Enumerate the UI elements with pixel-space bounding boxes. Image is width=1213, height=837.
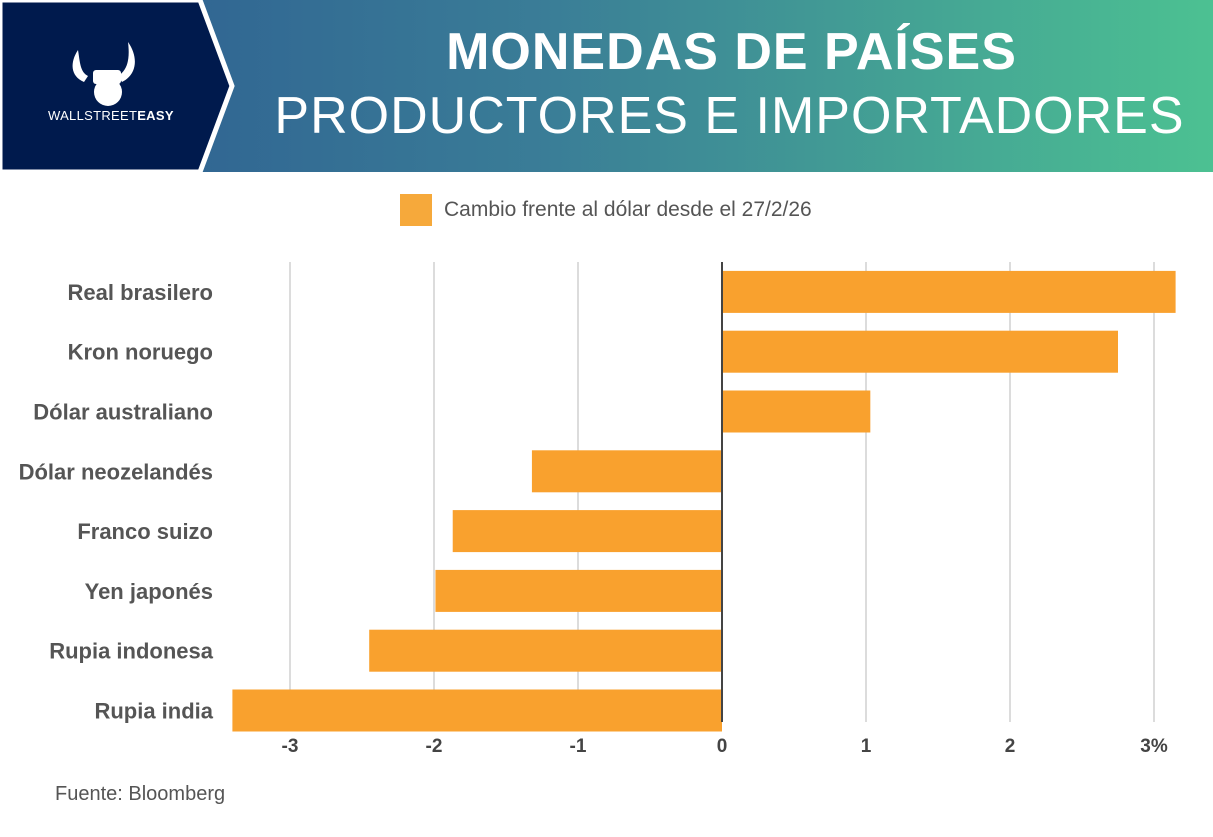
logo-shape <box>0 0 235 175</box>
bar <box>369 629 722 672</box>
category-label: Rupia indonesa <box>49 639 214 664</box>
tick-label: -2 <box>426 736 443 757</box>
tick-label: 2 <box>1005 736 1016 757</box>
legend-label: Cambio frente al dólar desde el 27/2/26 <box>444 198 812 221</box>
logo-text-bold: EASY <box>137 108 174 123</box>
legend: Cambio frente al dólar desde el 27/2/26 <box>400 194 812 226</box>
bar <box>452 510 722 553</box>
category-label: Franco suizo <box>77 519 213 544</box>
bar <box>722 330 1118 373</box>
legend-swatch <box>400 194 432 226</box>
category-label: Dólar neozelandés <box>19 459 213 484</box>
tick-label: 3% <box>1140 736 1168 757</box>
tick-label: -1 <box>570 736 587 757</box>
title-line2: PRODUCTORES E IMPORTADORES <box>274 87 1185 145</box>
logo: WALLSTREETEASY <box>0 0 240 175</box>
logo-text: WALLSTREETEASY <box>48 108 174 123</box>
category-label: Kron noruego <box>68 340 213 365</box>
bar <box>531 450 722 493</box>
bar <box>435 569 722 612</box>
category-label: Yen japonés <box>85 579 213 604</box>
source-note: Fuente: Bloomberg <box>55 783 226 805</box>
title-line1: MONEDAS DE PAÍSES <box>446 23 1017 81</box>
header-banner: WALLSTREETEASY MONEDAS DE PAÍSES PRODUCT… <box>0 0 1213 175</box>
tick-label: 1 <box>861 736 872 757</box>
bar <box>232 689 722 732</box>
bar <box>722 390 871 433</box>
category-label: Real brasilero <box>67 280 213 305</box>
bull-fist-icon <box>72 42 135 106</box>
logo-text-light: WALLSTREET <box>48 108 138 123</box>
bar <box>722 270 1176 313</box>
category-label: Rupia india <box>94 699 213 724</box>
tick-label: -3 <box>282 736 299 757</box>
tick-label: 0 <box>717 736 728 757</box>
category-label: Dólar australiano <box>33 400 213 425</box>
